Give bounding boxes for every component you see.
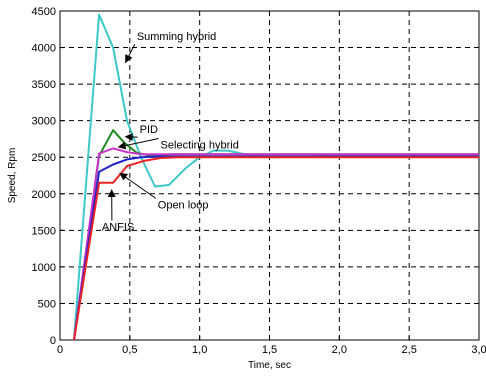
x-tick-label: 0 [57, 344, 63, 356]
series-line-summing-hybrid [73, 13, 479, 341]
annotation-pid: PID [140, 124, 158, 136]
annotation-anfis: ANFIS [102, 221, 134, 233]
y-axis-label: Speed, Rpm [7, 148, 18, 204]
y-tick-label: 1500 [32, 225, 56, 237]
y-tick-label: 0 [50, 335, 56, 347]
y-tick-label: 3500 [32, 79, 56, 91]
annotation-arrow-selecting-hybrid [117, 137, 159, 150]
x-tick-label: 1,5 [262, 344, 277, 356]
y-tick-label: 1000 [32, 262, 56, 274]
x-tick-label: 3,0 [471, 344, 486, 356]
annotation-arrow-open-loop [119, 172, 157, 199]
series-line-selecting-hybrid [73, 147, 479, 341]
x-tick-label: 0,5 [122, 344, 137, 356]
annotation-arrow-summing-hybrid [125, 44, 136, 64]
y-tick-label: 500 [38, 298, 56, 310]
series-line-pid [73, 129, 479, 341]
axis-ticks: 0 0,5 1,0 1,5 2,0 2,5 3,0 0 500 1000 1500 2000 2500 3… [32, 6, 486, 356]
y-tick-label: 2000 [32, 189, 56, 201]
y-tick-label: 4000 [32, 43, 56, 55]
y-tick-label: 2500 [32, 152, 56, 164]
series-group [73, 13, 479, 341]
annotation-open-loop: Open loop [158, 199, 209, 211]
series-line-anfis [73, 156, 479, 341]
y-tick-label: 3000 [32, 116, 56, 128]
x-tick-label: 2,0 [332, 344, 347, 356]
x-axis-label: Time, sec [248, 360, 291, 371]
annotation-selecting-hybrid: Selecting hybrid [161, 139, 239, 151]
y-tick-label: 4500 [32, 6, 56, 18]
x-tick-label: 1,0 [192, 344, 207, 356]
annotation-summing-hybrid: Summing hybrid [137, 31, 216, 43]
x-tick-label: 2,5 [402, 344, 417, 356]
